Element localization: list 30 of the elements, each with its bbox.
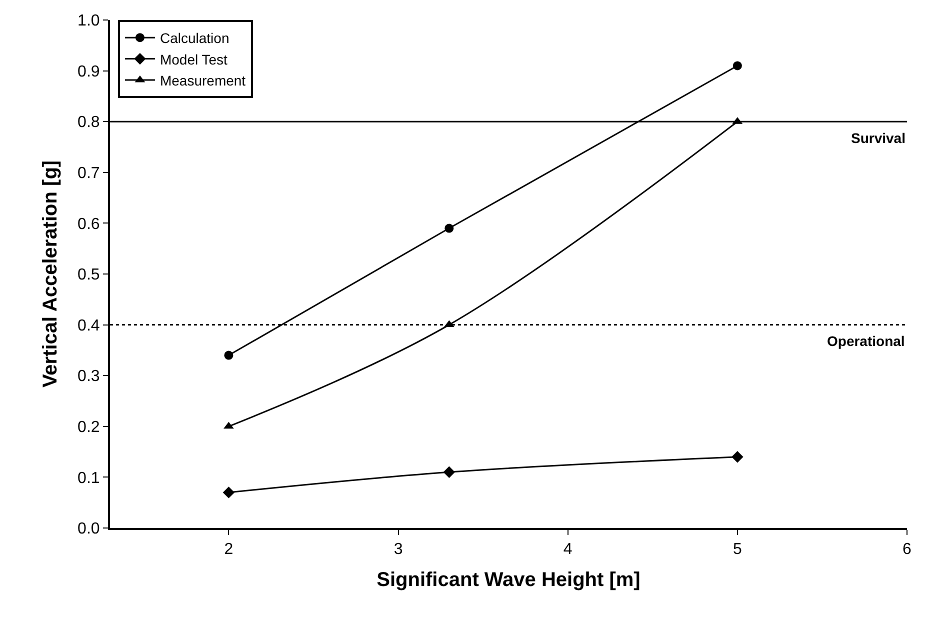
legend-label: Measurement: [160, 72, 246, 88]
y-tick-label: 0.7: [78, 165, 100, 182]
y-tick-label: 0.9: [78, 63, 100, 80]
y-tick-label: 0.5: [78, 266, 100, 284]
point: [443, 466, 455, 478]
y-tick-label: 0.1: [78, 470, 100, 487]
legend-label: Model Test: [160, 51, 228, 68]
ref-line-label: Operational: [827, 333, 905, 349]
point: [732, 61, 742, 70]
x-tick-label: 4: [563, 541, 572, 558]
point: [732, 451, 744, 463]
x-axis-title: Significant Wave Height [m]: [376, 569, 640, 592]
y-tick-label: 0.3: [78, 368, 100, 386]
x-tick-label: 5: [732, 541, 742, 558]
y-tick-label: 0.4: [78, 317, 100, 334]
ref-line-label: Survival: [851, 130, 906, 146]
y-tick-label: 0.8: [78, 114, 100, 132]
x-tick-label: 2: [224, 541, 234, 558]
x-tick-label: 6: [902, 541, 912, 558]
point: [224, 422, 234, 429]
point: [224, 350, 234, 360]
y-tick-label: 1.0: [78, 12, 100, 30]
y-tick-label: 0.2: [78, 419, 100, 436]
point: [444, 224, 454, 233]
x-tick-label: 3: [394, 541, 403, 558]
y-axis-title: Vertical Acceleration [g]: [40, 160, 62, 388]
y-tick-label: 0.6: [78, 216, 100, 233]
y-tick-label: 0.0: [78, 520, 100, 538]
legend-label: Calculation: [160, 30, 230, 46]
point: [222, 486, 235, 498]
